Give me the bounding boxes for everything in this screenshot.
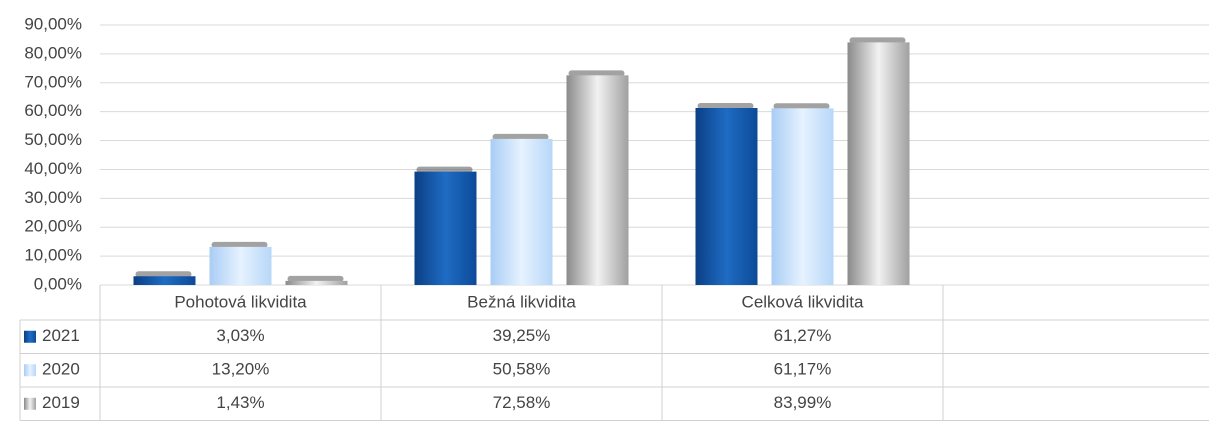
table-value: 3,03% (216, 326, 264, 345)
bar-shadow (135, 271, 192, 278)
bar (695, 107, 758, 286)
table-value: 39,25% (493, 326, 551, 345)
table-value: 13,20% (212, 360, 270, 379)
bar-shadow (416, 166, 473, 173)
bar-shadow (492, 133, 549, 140)
y-tick-label: 0,00% (34, 274, 82, 293)
y-tick-label: 10,00% (24, 246, 82, 265)
bar-shadow (211, 241, 268, 248)
legend-label: 2021 (42, 326, 80, 345)
y-tick-label: 60,00% (24, 101, 82, 120)
bar (133, 276, 196, 285)
x-tick-label: Pohotová likvidita (174, 292, 307, 311)
y-tick-label: 80,00% (24, 43, 82, 62)
y-tick-label: 90,00% (24, 14, 82, 33)
y-tick-label: 20,00% (24, 217, 82, 236)
bar-shadow (568, 70, 625, 77)
bar (566, 75, 629, 285)
legend-swatch (24, 397, 36, 410)
y-tick-label: 50,00% (24, 130, 82, 149)
bar (771, 108, 834, 285)
table-value: 1,43% (216, 393, 264, 412)
bar (209, 246, 272, 285)
bar (414, 171, 477, 285)
legend-label: 2019 (42, 393, 80, 412)
y-tick-label: 40,00% (24, 159, 82, 178)
bar-shadow (773, 103, 830, 110)
x-tick-label: Celková likvidita (742, 292, 864, 311)
bar-shadow (697, 102, 754, 109)
legend-swatch (24, 330, 36, 343)
table-value: 83,99% (774, 393, 832, 412)
bar (847, 42, 910, 286)
bar (490, 138, 553, 285)
table-value: 61,17% (774, 360, 832, 379)
table-value: 72,58% (493, 393, 551, 412)
y-tick-label: 70,00% (24, 72, 82, 91)
x-tick-label: Bežná likvidita (467, 292, 576, 311)
y-tick-label: 30,00% (24, 188, 82, 207)
legend-swatch (24, 364, 36, 377)
legend-label: 2020 (42, 360, 80, 379)
table-value: 50,58% (493, 360, 551, 379)
bar-shadow (287, 275, 344, 282)
bar (285, 280, 348, 285)
table-value: 61,27% (774, 326, 832, 345)
bar-shadow (849, 37, 906, 44)
